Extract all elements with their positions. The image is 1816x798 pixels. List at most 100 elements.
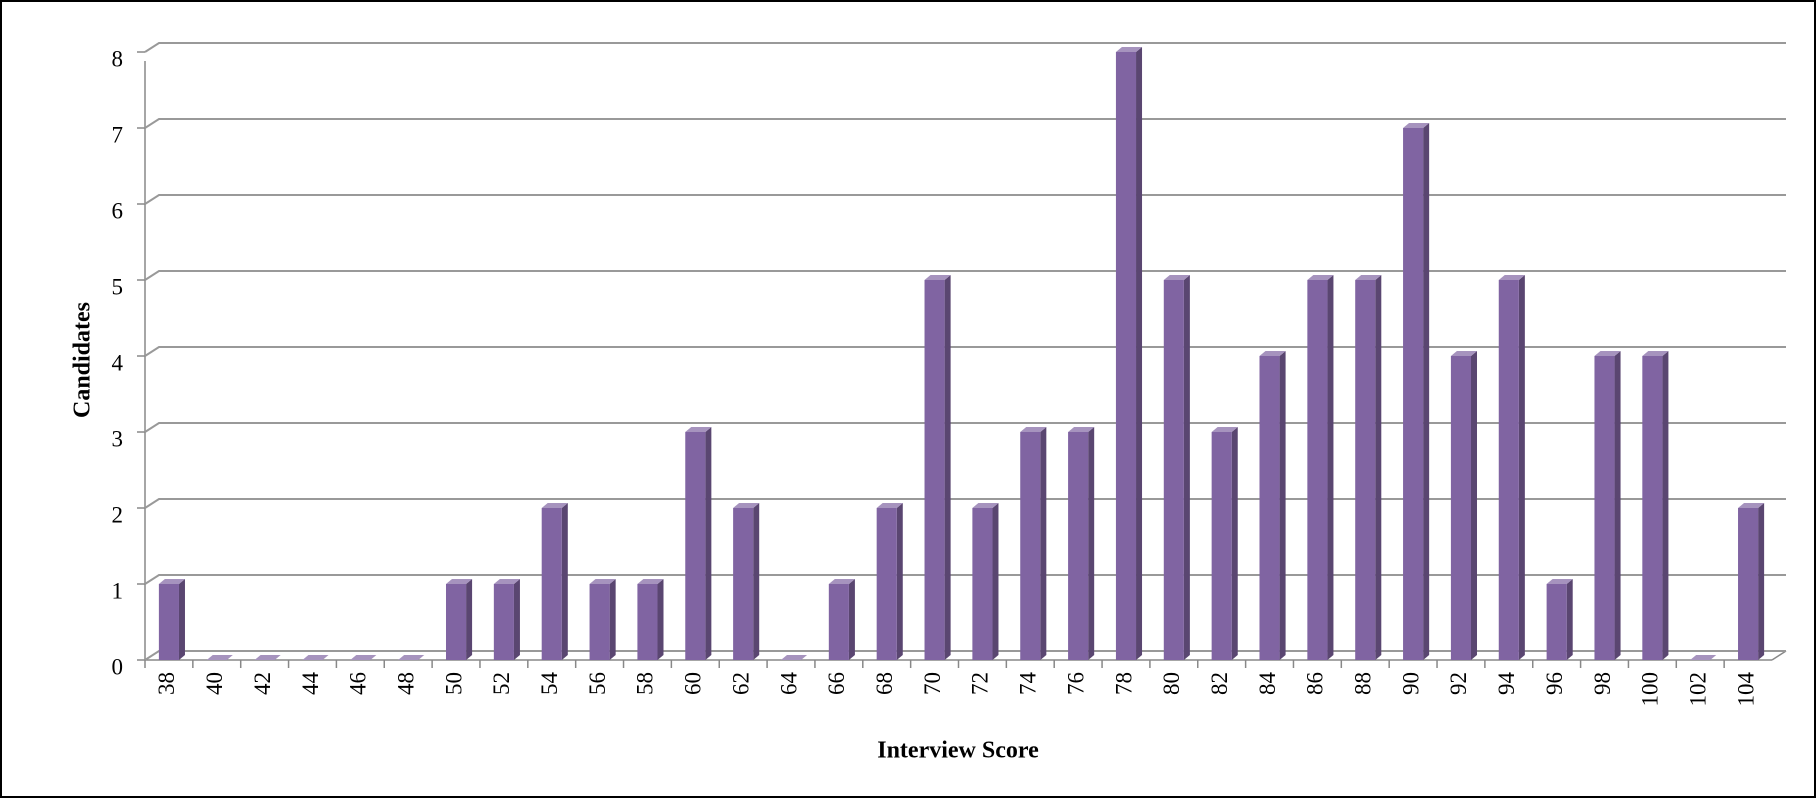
x-tick-label: 52 bbox=[489, 672, 514, 695]
bar bbox=[541, 508, 562, 660]
x-tick-label: 58 bbox=[633, 672, 658, 695]
bar-side bbox=[1518, 275, 1525, 660]
bar-top bbox=[780, 655, 808, 660]
grid-line bbox=[144, 118, 1786, 129]
bar bbox=[1115, 52, 1137, 660]
x-tick-label: 100 bbox=[1638, 672, 1663, 707]
bar bbox=[1738, 508, 1759, 660]
x-tick-label: 66 bbox=[824, 672, 849, 695]
bar-side bbox=[1662, 351, 1669, 660]
bar-side bbox=[1423, 123, 1430, 660]
bar bbox=[637, 584, 658, 660]
bar-top bbox=[1403, 123, 1430, 128]
bar bbox=[1594, 356, 1615, 660]
x-tick-label: 56 bbox=[585, 672, 610, 695]
x-tick-label: 46 bbox=[346, 672, 371, 695]
x-tick-label: 62 bbox=[728, 672, 753, 695]
bar-side bbox=[1136, 47, 1143, 660]
x-tick-label: 102 bbox=[1686, 672, 1711, 707]
x-tick-label: 44 bbox=[298, 672, 323, 696]
bar-side bbox=[513, 579, 520, 660]
x-tick-label: 48 bbox=[393, 672, 418, 695]
bar-side bbox=[1183, 275, 1190, 660]
bar bbox=[924, 280, 945, 660]
y-tick-label: 0 bbox=[112, 654, 124, 679]
bar bbox=[1020, 432, 1041, 660]
bar-top bbox=[1211, 427, 1238, 432]
x-tick-label: 90 bbox=[1398, 672, 1423, 695]
y-tick-label: 1 bbox=[112, 578, 124, 603]
bar-top bbox=[1738, 503, 1765, 508]
bar-top bbox=[302, 655, 329, 660]
bar-top bbox=[493, 579, 520, 584]
x-tick-label: 74 bbox=[1016, 672, 1041, 696]
x-tick-label: 38 bbox=[154, 672, 179, 695]
bar bbox=[1498, 280, 1519, 660]
bar-side bbox=[1375, 275, 1382, 660]
bar-top bbox=[398, 655, 425, 660]
bar-top bbox=[1642, 351, 1669, 356]
y-tick-label: 7 bbox=[112, 122, 124, 147]
bar-side bbox=[1088, 427, 1095, 660]
bar-side bbox=[657, 579, 664, 660]
bar-side bbox=[1040, 427, 1047, 660]
bar bbox=[1307, 280, 1328, 660]
grid-line bbox=[144, 574, 1786, 585]
bar-side bbox=[705, 427, 712, 660]
bar bbox=[1642, 356, 1663, 660]
y-tick-label: 6 bbox=[112, 198, 124, 223]
grid-line bbox=[144, 346, 1786, 357]
x-tick-label: 70 bbox=[920, 672, 945, 695]
bar bbox=[158, 584, 179, 660]
bar-top bbox=[1115, 47, 1143, 52]
bar-top bbox=[876, 503, 903, 508]
x-tick-label: 42 bbox=[250, 672, 275, 695]
bar-top bbox=[1690, 655, 1717, 660]
bar bbox=[589, 584, 610, 660]
bar-side bbox=[944, 275, 951, 660]
bar-top bbox=[733, 503, 760, 508]
bar-top bbox=[541, 503, 568, 508]
bar bbox=[1355, 280, 1376, 660]
x-tick-label: 88 bbox=[1351, 672, 1376, 695]
bar bbox=[445, 584, 467, 660]
x-tick-label: 68 bbox=[872, 672, 897, 695]
grid-line bbox=[144, 270, 1786, 281]
bar bbox=[1068, 432, 1089, 660]
y-tick-label: 2 bbox=[112, 502, 124, 527]
bar-side bbox=[1327, 275, 1334, 660]
bar bbox=[493, 584, 514, 660]
bar-side bbox=[848, 579, 855, 660]
y-tick-label: 5 bbox=[112, 274, 124, 299]
bar-top bbox=[1020, 427, 1047, 432]
x-tick-label: 104 bbox=[1733, 672, 1758, 707]
x-tick-label: 54 bbox=[537, 672, 562, 696]
x-tick-label: 92 bbox=[1446, 672, 1471, 695]
bar-side bbox=[992, 503, 999, 660]
bar bbox=[1163, 280, 1184, 660]
bar-top bbox=[1068, 427, 1095, 432]
bar-side bbox=[1279, 351, 1286, 660]
bar-side bbox=[609, 579, 616, 660]
bar-top bbox=[637, 579, 664, 584]
bar bbox=[1546, 584, 1567, 660]
bar bbox=[1259, 356, 1280, 660]
bar-side bbox=[1614, 351, 1621, 660]
bar-side bbox=[1758, 503, 1765, 660]
bar bbox=[828, 584, 849, 660]
bar-top bbox=[254, 655, 281, 660]
bar-top bbox=[685, 427, 712, 432]
bar-top bbox=[924, 275, 951, 280]
x-tick-label: 94 bbox=[1494, 672, 1519, 696]
grid-line bbox=[144, 42, 1786, 53]
bar-top bbox=[589, 579, 616, 584]
bar bbox=[1211, 432, 1232, 660]
bar-top bbox=[828, 579, 855, 584]
bar-side bbox=[1566, 579, 1573, 660]
bar-top bbox=[158, 579, 185, 584]
bar-top bbox=[1498, 275, 1525, 280]
x-tick-label: 72 bbox=[968, 672, 993, 695]
bar-side bbox=[896, 503, 903, 660]
x-tick-label: 80 bbox=[1159, 672, 1184, 695]
